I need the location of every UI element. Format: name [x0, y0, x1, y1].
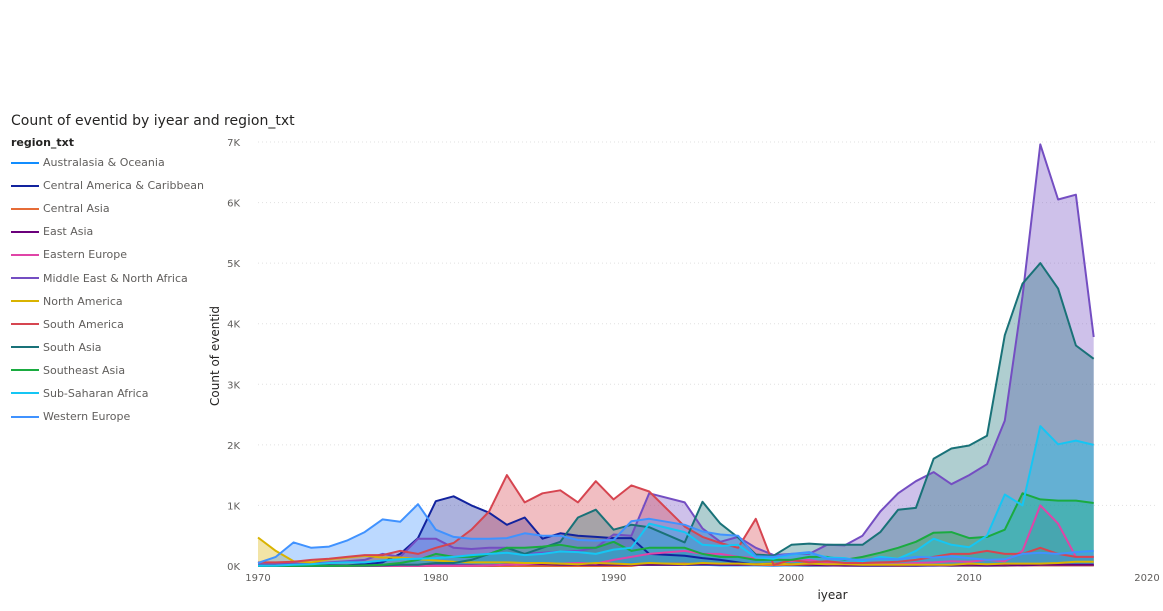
y-tick-label: 5K — [227, 259, 240, 270]
legend-swatch — [11, 392, 39, 395]
legend-swatch — [11, 346, 39, 349]
legend: region_txt Australasia & Oceania Central … — [11, 135, 211, 428]
series-line[interactable] — [257, 425, 1094, 567]
legend-label: Eastern Europe — [43, 248, 127, 262]
legend-items: Australasia & Oceania Central America & C… — [11, 151, 211, 428]
legend-label: East Asia — [43, 225, 94, 239]
legend-label: Western Europe — [43, 410, 131, 424]
x-tick-label: 1990 — [601, 573, 626, 584]
chart-title: Count of eventid by iyear and region_txt — [11, 113, 295, 129]
series-line[interactable] — [258, 474, 1094, 566]
x-axis-ticks: 1970 1980 1990 2000 2010 2020 — [245, 573, 1159, 584]
legend-label: Sub-Saharan Africa — [43, 386, 149, 400]
legend-swatch — [11, 253, 39, 256]
series-line[interactable] — [257, 492, 1094, 567]
legend-swatch — [11, 300, 39, 303]
x-tick-label: 2020 — [1134, 573, 1159, 584]
legend-label: Middle East & North Africa — [43, 271, 188, 285]
x-tick-label: 2010 — [956, 573, 981, 584]
x-tick-label: 2000 — [779, 573, 804, 584]
legend-swatch — [11, 323, 39, 326]
legend-item[interactable]: Eastern Europe — [11, 243, 211, 266]
y-tick-label: 3K — [227, 380, 240, 391]
legend-label: Australasia & Oceania — [43, 156, 165, 170]
series-area — [258, 504, 1094, 566]
series-areas — [258, 144, 1094, 566]
y-tick-label: 2K — [227, 441, 240, 452]
series-line[interactable] — [257, 262, 1095, 567]
legend-item[interactable]: South Asia — [11, 336, 211, 359]
legend-swatch — [11, 207, 39, 210]
legend-item[interactable]: South America — [11, 313, 211, 336]
x-axis-title: iyear — [817, 588, 847, 602]
y-tick-label: 4K — [227, 320, 240, 331]
legend-label: South America — [43, 317, 124, 331]
y-tick-label: 1K — [227, 501, 240, 512]
legend-swatch — [11, 161, 39, 164]
legend-label: North America — [43, 294, 123, 308]
series-line[interactable] — [258, 143, 1095, 566]
legend-title: region_txt — [11, 136, 75, 149]
legend-swatch — [11, 184, 39, 187]
series-line[interactable] — [257, 536, 1094, 566]
y-tick-label: 6K — [227, 199, 240, 210]
legend-swatch — [11, 369, 39, 372]
legend-swatch — [11, 277, 39, 280]
series-lines — [257, 143, 1095, 567]
legend-item[interactable]: East Asia — [11, 220, 211, 243]
series-area — [258, 475, 1094, 566]
legend-label: Southeast Asia — [43, 363, 126, 377]
legend-item[interactable]: Southeast Asia — [11, 359, 211, 382]
legend-label: Central America & Caribbean — [43, 179, 204, 193]
legend-item[interactable]: Western Europe — [11, 405, 211, 428]
series-area — [258, 144, 1094, 566]
y-tick-label: 0K — [227, 562, 240, 573]
legend-item[interactable]: Sub-Saharan Africa — [11, 382, 211, 405]
y-axis-title: Count of eventid — [208, 306, 222, 406]
y-tick-label: 7K — [227, 138, 240, 149]
legend-label: South Asia — [43, 340, 102, 354]
x-tick-label: 1980 — [423, 573, 448, 584]
x-tick-label: 1970 — [245, 573, 270, 584]
legend-label: Central Asia — [43, 202, 110, 216]
legend-item[interactable]: Central America & Caribbean — [11, 174, 211, 197]
legend-item[interactable]: North America — [11, 290, 211, 313]
series-line[interactable] — [257, 503, 1094, 564]
legend-swatch — [11, 230, 39, 233]
y-axis-ticks: 0K 1K 2K 3K 4K 5K 6K 7K — [227, 138, 240, 573]
series-area — [258, 505, 1094, 566]
legend-swatch — [11, 415, 39, 418]
legend-item[interactable]: Middle East & North Africa — [11, 266, 211, 289]
legend-item[interactable]: Australasia & Oceania — [11, 151, 211, 174]
series-area — [258, 263, 1094, 566]
legend-item[interactable]: Central Asia — [11, 197, 211, 220]
